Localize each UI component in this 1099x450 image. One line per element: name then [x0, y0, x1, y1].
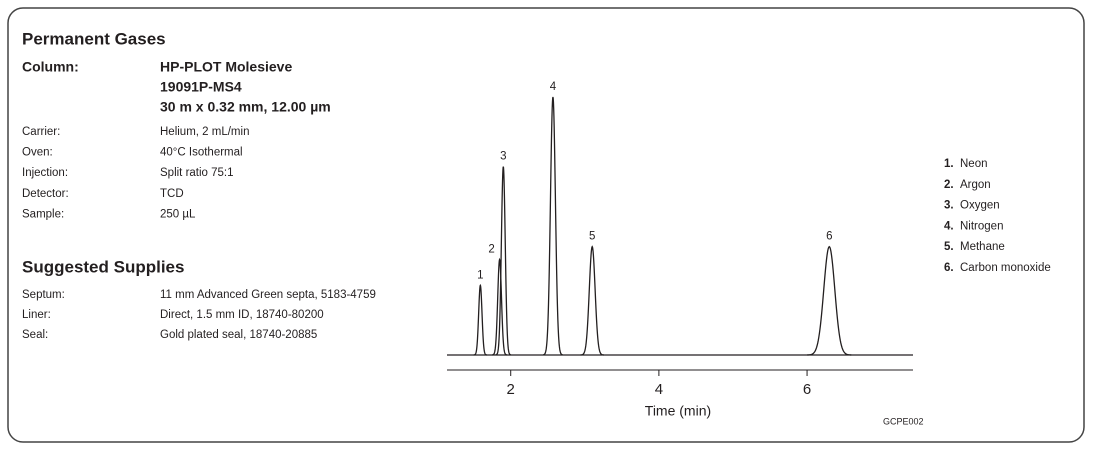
- supply-label: Septum:: [22, 289, 65, 301]
- legend-name: Methane: [960, 241, 1005, 253]
- condition-value: 40°C Isothermal: [160, 147, 243, 159]
- legend-number: 2.: [944, 179, 954, 191]
- condition-value: 250 µL: [160, 208, 196, 220]
- supply-value: Direct, 1.5 mm ID, 18740-80200: [160, 309, 324, 321]
- legend-number: 5.: [944, 241, 954, 253]
- x-tick-label: 6: [803, 381, 811, 398]
- legend-number: 6.: [944, 262, 954, 274]
- legend-name: Carbon monoxide: [960, 262, 1051, 274]
- peak-label: 5: [589, 231, 595, 243]
- supply-label: Liner:: [22, 309, 51, 321]
- peak: [492, 257, 508, 356]
- peak: [580, 245, 604, 356]
- column-line: 19091P-MS4: [160, 79, 242, 95]
- peak-label: 2: [488, 244, 494, 256]
- supply-value: 11 mm Advanced Green septa, 5183-4759: [160, 289, 376, 301]
- supply-label: Seal:: [22, 329, 48, 341]
- legend-name: Argon: [960, 179, 991, 191]
- legend-number: 4.: [944, 220, 954, 232]
- column-label: Column:: [22, 59, 79, 75]
- x-tick-label: 4: [655, 381, 663, 398]
- supplies-title: Suggested Supplies: [22, 257, 184, 276]
- peak-label: 1: [477, 269, 483, 281]
- legend-number: 1.: [944, 158, 954, 170]
- condition-label: Carrier:: [22, 126, 60, 138]
- peak-label: 3: [500, 151, 506, 163]
- x-tick-label: 2: [507, 381, 515, 398]
- condition-value: Split ratio 75:1: [160, 167, 234, 179]
- supply-value: Gold plated seal, 18740-20885: [160, 329, 317, 341]
- peak: [542, 96, 563, 356]
- peak: [495, 166, 512, 356]
- condition-value: Helium, 2 mL/min: [160, 126, 249, 138]
- condition-label: Injection:: [22, 167, 68, 179]
- condition-label: Oven:: [22, 147, 53, 159]
- condition-label: Detector:: [22, 188, 69, 200]
- legend-name: Neon: [960, 158, 988, 170]
- peak: [473, 283, 488, 356]
- condition-label: Sample:: [22, 208, 64, 220]
- peak: [807, 245, 852, 356]
- column-line: 30 m x 0.32 mm, 12.00 µm: [160, 99, 331, 115]
- peak-label: 4: [550, 81, 557, 93]
- figure-code: GCPE002: [883, 416, 924, 426]
- x-axis-label: Time (min): [645, 403, 711, 419]
- frame: [7, 7, 1085, 443]
- legend-number: 3.: [944, 200, 954, 212]
- peak-label: 6: [826, 231, 832, 243]
- legend-name: Oxygen: [960, 200, 1000, 212]
- column-line: HP-PLOT Molesieve: [160, 59, 292, 75]
- condition-value: TCD: [160, 188, 184, 200]
- legend-name: Nitrogen: [960, 220, 1003, 232]
- title: Permanent Gases: [22, 29, 166, 48]
